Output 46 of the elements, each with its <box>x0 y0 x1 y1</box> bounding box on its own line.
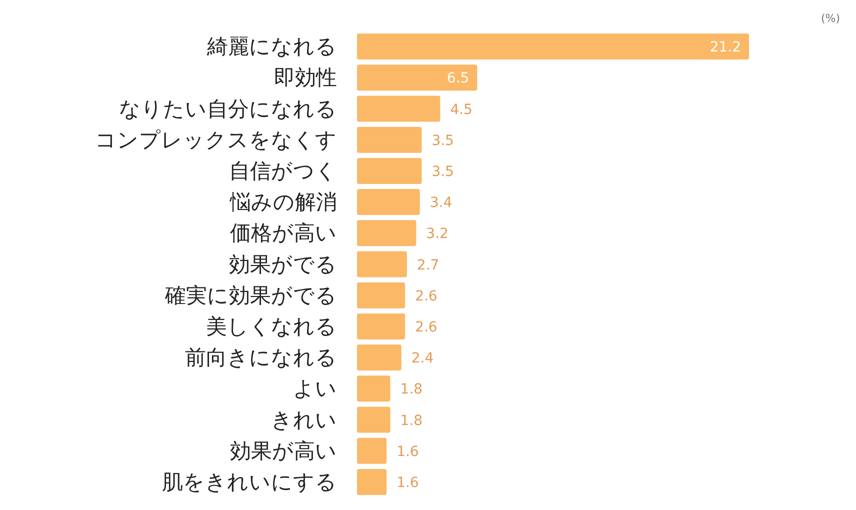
data-label: 1.6 <box>396 444 419 460</box>
y-tick-label: 綺麗になれる <box>206 34 337 59</box>
bar <box>357 220 416 246</box>
bar <box>357 251 407 278</box>
bar <box>357 64 478 91</box>
y-tick-label: なりたい自分になれる <box>119 96 337 121</box>
y-tick-label: コンプレックスをなくす <box>95 128 337 152</box>
data-label: 3.5 <box>432 132 454 149</box>
y-tick-label: 効果が高い <box>230 438 337 463</box>
bar <box>357 406 390 433</box>
y-tick-label: 自信がつく <box>229 158 337 183</box>
bar <box>357 158 422 184</box>
data-label: 1.6 <box>396 474 419 491</box>
data-label: 6.5 <box>446 70 470 87</box>
y-tick-label: 価格が高い <box>230 221 337 246</box>
bar <box>357 344 402 371</box>
y-tick-label: 肌をきれいにする <box>162 470 337 494</box>
y-tick-label: きれい <box>271 408 337 432</box>
data-label: 4.5 <box>450 102 472 118</box>
data-label: 2.6 <box>415 288 438 304</box>
y-tick-label: 前向きになれる <box>185 346 337 370</box>
y-tick-label: 即効性 <box>274 66 337 90</box>
data-label: 3.5 <box>432 164 454 180</box>
data-label: 2.6 <box>415 319 438 336</box>
data-label: 2.7 <box>416 257 440 274</box>
bar <box>357 376 390 402</box>
y-tick-label: 効果がでる <box>229 252 337 276</box>
y-tick-label: よい <box>293 376 337 401</box>
y-tick-label: 確実に効果がでる <box>164 283 337 308</box>
text: (%) <box>820 12 840 25</box>
data-label: 21.2 <box>710 40 741 56</box>
bar <box>357 34 749 60</box>
bar <box>357 438 387 464</box>
data-label: 3.4 <box>430 195 452 212</box>
bar <box>357 189 420 216</box>
data-label: 1.8 <box>400 382 423 398</box>
bar <box>357 126 422 153</box>
y-tick-label: 悩みの解消 <box>229 190 337 214</box>
data-label: 1.8 <box>400 412 423 429</box>
bar <box>357 282 406 308</box>
bar <box>357 468 387 495</box>
y-tick-label: 美しくなれる <box>206 314 337 338</box>
bar <box>357 313 406 340</box>
data-label: 2.4 <box>411 350 434 367</box>
data-label: 3.2 <box>426 226 448 242</box>
bar <box>357 96 440 122</box>
